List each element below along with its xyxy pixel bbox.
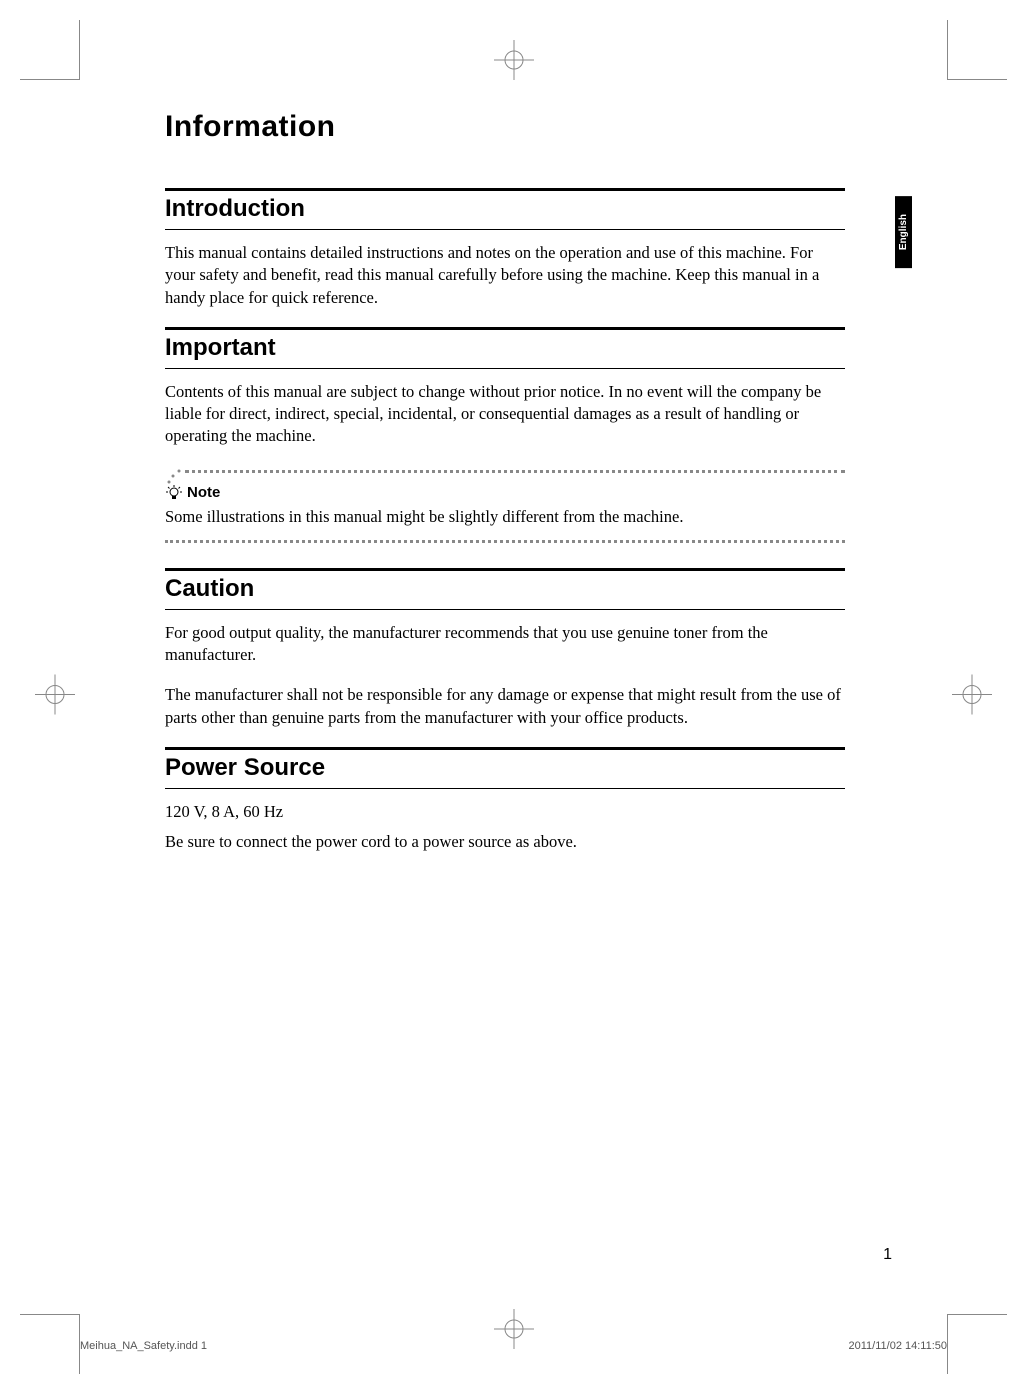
section-heading-caution: Caution bbox=[165, 575, 845, 610]
section-heading-important: Important bbox=[165, 334, 845, 369]
footer-filename: Meihua_NA_Safety.indd 1 bbox=[80, 1340, 207, 1352]
section-rule bbox=[165, 747, 845, 750]
section-important: Important Contents of this manual are su… bbox=[165, 327, 845, 550]
section-rule bbox=[165, 327, 845, 330]
caution-body-2: The manufacturer shall not be responsibl… bbox=[165, 684, 845, 729]
note-label: Note bbox=[165, 484, 845, 502]
language-tab: English bbox=[895, 196, 912, 268]
lightbulb-icon bbox=[165, 484, 183, 502]
crop-mark-top-left bbox=[20, 20, 80, 80]
crop-mark-top-right bbox=[947, 20, 1007, 80]
footer-timestamp: 2011/11/02 14:11:50 bbox=[849, 1340, 947, 1352]
crop-mark-bottom-right bbox=[947, 1314, 1007, 1374]
important-body: Contents of this manual are subject to c… bbox=[165, 381, 845, 448]
power-source-spec: 120 V, 8 A, 60 Hz bbox=[165, 801, 845, 823]
page-title: Information bbox=[165, 110, 845, 144]
registration-mark-left bbox=[35, 675, 75, 720]
section-power-source: Power Source 120 V, 8 A, 60 Hz Be sure t… bbox=[165, 747, 845, 854]
dotted-separator-bottom bbox=[165, 536, 845, 550]
registration-mark-right bbox=[952, 675, 992, 720]
section-rule bbox=[165, 568, 845, 571]
section-caution: Caution For good output quality, the man… bbox=[165, 568, 845, 729]
section-heading-power-source: Power Source bbox=[165, 754, 845, 789]
note-body: Some illustrations in this manual might … bbox=[165, 506, 845, 528]
registration-mark-bottom bbox=[494, 1309, 534, 1354]
introduction-body: This manual contains detailed instructio… bbox=[165, 242, 845, 309]
dotted-separator-top bbox=[165, 466, 845, 480]
section-introduction: Introduction This manual contains detail… bbox=[165, 188, 845, 309]
page-content: Information Introduction This manual con… bbox=[165, 110, 845, 871]
crop-mark-bottom-left bbox=[20, 1314, 80, 1374]
section-rule bbox=[165, 188, 845, 191]
registration-mark-top bbox=[494, 40, 534, 85]
note-label-text: Note bbox=[187, 484, 220, 501]
page-number: 1 bbox=[883, 1246, 892, 1264]
section-heading-introduction: Introduction bbox=[165, 195, 845, 230]
power-source-body: Be sure to connect the power cord to a p… bbox=[165, 831, 845, 853]
caution-body-1: For good output quality, the manufacture… bbox=[165, 622, 845, 667]
